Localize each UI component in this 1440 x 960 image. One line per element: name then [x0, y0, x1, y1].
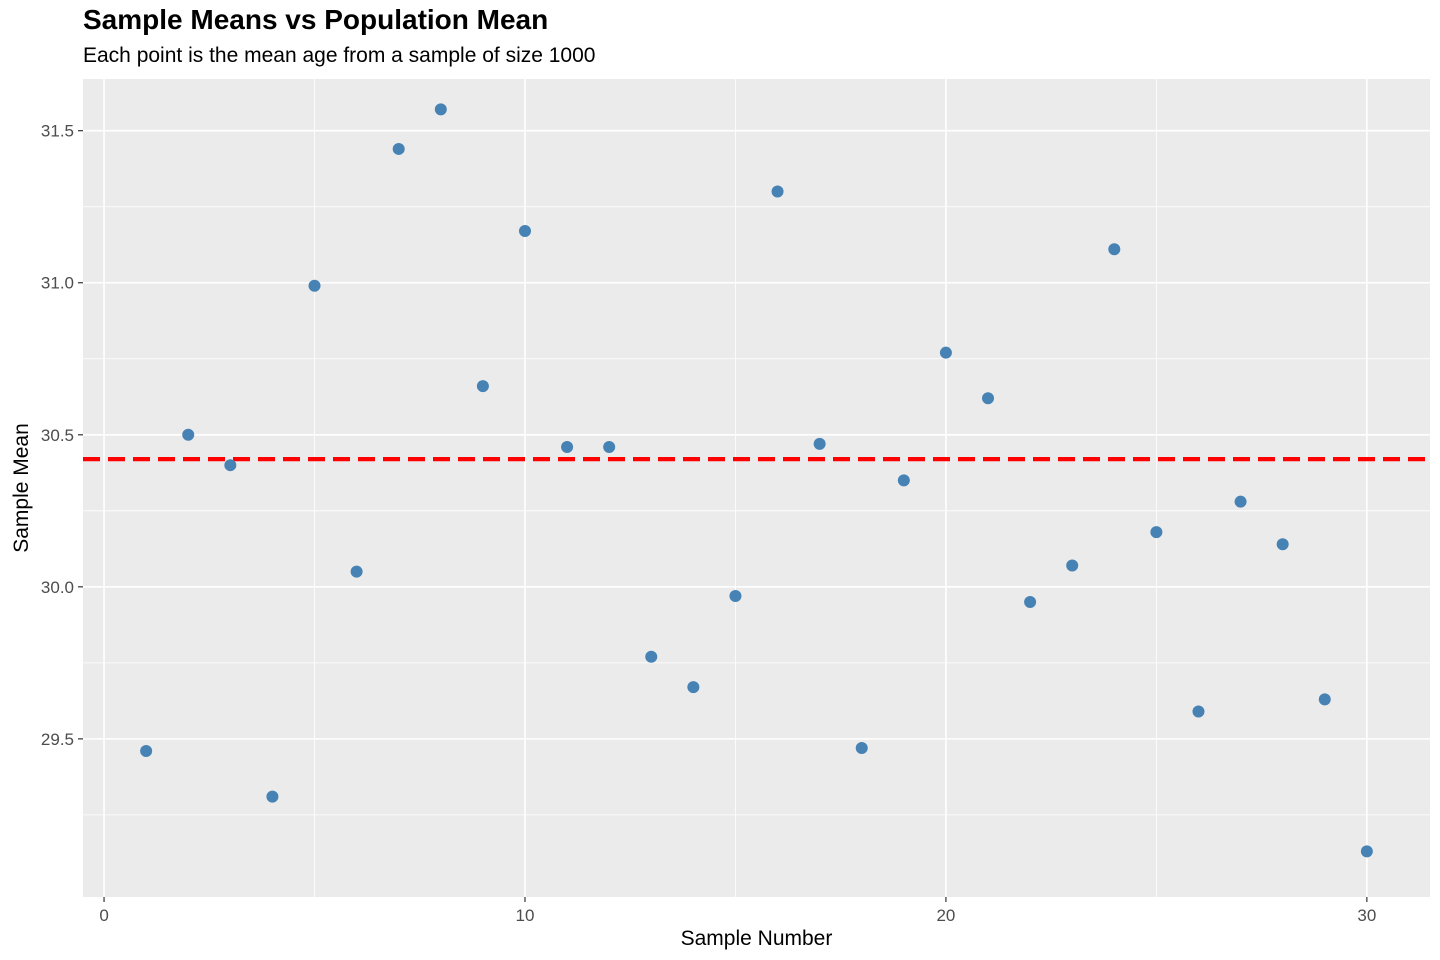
y-tick-label: 29.5: [41, 730, 74, 749]
data-point: [1234, 495, 1247, 508]
x-tick-label: 20: [936, 906, 955, 925]
x-tick-label: 30: [1357, 906, 1376, 925]
data-point: [1360, 845, 1373, 858]
y-axis-title: Sample Mean: [10, 423, 33, 553]
chart-subtitle: Each point is the mean age from a sample…: [83, 44, 596, 67]
data-point: [813, 437, 826, 450]
data-point: [687, 681, 700, 694]
y-tick-label: 31.5: [41, 122, 74, 141]
data-point: [1150, 526, 1163, 539]
data-point: [476, 380, 489, 393]
data-point: [1066, 559, 1079, 572]
data-point: [1024, 596, 1037, 609]
data-point: [1276, 538, 1289, 551]
chart-title: Sample Means vs Population Mean: [83, 4, 549, 35]
data-point: [1192, 705, 1205, 718]
grid-major: [83, 79, 1430, 897]
data-point: [939, 346, 952, 359]
data-point: [182, 428, 195, 441]
x-tick-label: 10: [516, 906, 535, 925]
data-point: [1108, 243, 1121, 256]
data-point: [224, 459, 237, 472]
data-point: [434, 103, 447, 116]
y-tick-label: 30.0: [41, 578, 74, 597]
data-points: [140, 103, 1373, 858]
data-point: [982, 392, 995, 405]
x-axis-title: Sample Number: [681, 927, 833, 950]
plot-panel: [83, 79, 1430, 897]
y-axis: 29.5 30.0 30.5 31.0 31.5: [41, 122, 83, 749]
data-point: [561, 440, 574, 453]
x-tick-label: 0: [99, 906, 108, 925]
y-tick-label: 31.0: [41, 274, 74, 293]
y-tick-label: 30.5: [41, 426, 74, 445]
data-point: [266, 790, 279, 803]
data-point: [603, 440, 616, 453]
data-point: [729, 589, 742, 602]
data-point: [771, 185, 784, 198]
data-point: [392, 142, 405, 155]
grid-minor: [83, 79, 1430, 897]
data-point: [897, 474, 910, 487]
data-point: [1318, 693, 1331, 706]
data-point: [350, 565, 363, 578]
data-point: [308, 279, 321, 292]
data-point: [855, 741, 868, 754]
x-axis: 0 10 20 30: [99, 897, 1376, 925]
data-point: [140, 745, 153, 758]
data-point: [645, 650, 658, 663]
data-point: [518, 225, 531, 238]
